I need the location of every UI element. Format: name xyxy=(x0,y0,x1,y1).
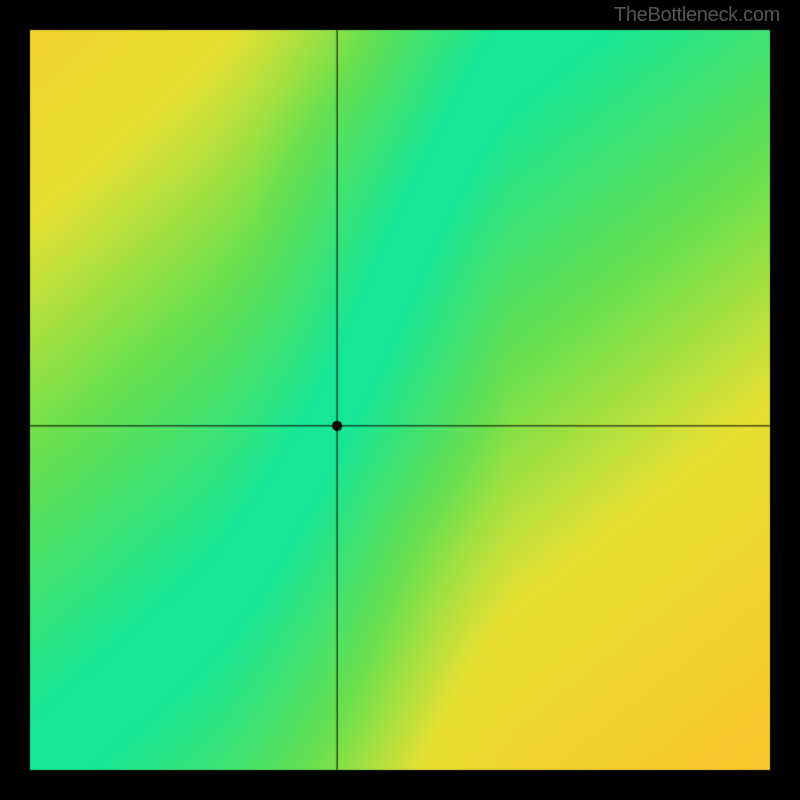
bottleneck-heatmap xyxy=(0,0,800,800)
watermark-label: TheBottleneck.com xyxy=(614,4,780,27)
